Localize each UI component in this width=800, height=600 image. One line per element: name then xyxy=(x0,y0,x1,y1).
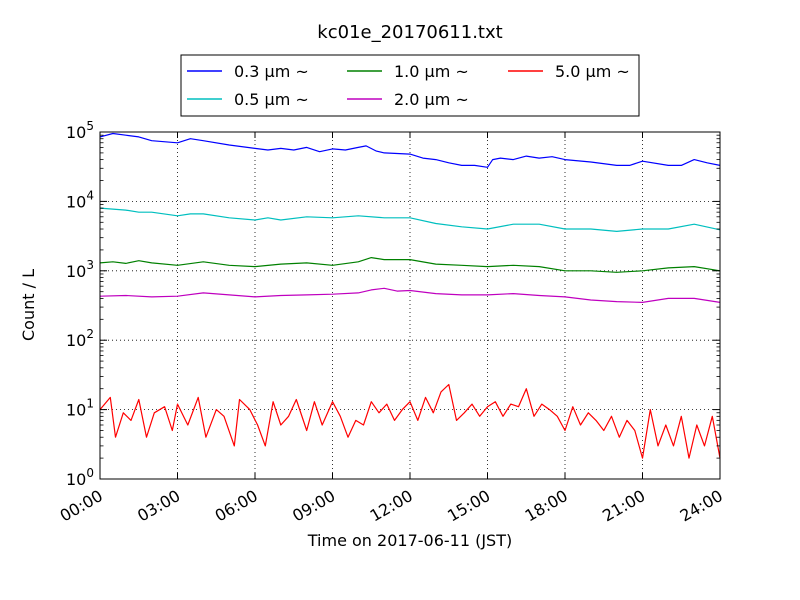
y-tick-base: 10 xyxy=(66,123,86,142)
y-tick-exponent: 0 xyxy=(86,466,94,480)
y-tick-label: 101 xyxy=(66,397,94,420)
axis-ticks xyxy=(99,131,721,480)
y-tick-base: 10 xyxy=(66,331,86,350)
y-tick-base: 10 xyxy=(66,262,86,281)
legend: 0.3 μm ~ 1.0 μm ~ 5.0 μm ~ 0.5 μm ~ 2.0 μm ~ xyxy=(180,54,640,117)
y-tick-exponent: 4 xyxy=(86,188,94,202)
y-tick-base: 10 xyxy=(66,470,86,489)
legend-label: 0.5 μm ~ xyxy=(234,90,309,109)
series-line-3 xyxy=(99,287,721,303)
grid-lines xyxy=(100,132,720,479)
y-tick-label: 104 xyxy=(66,188,94,211)
y-tick-label: 103 xyxy=(66,258,94,281)
y-tick-exponent: 3 xyxy=(86,258,94,272)
y-tick-exponent: 5 xyxy=(86,119,94,133)
y-tick-base: 10 xyxy=(66,192,86,211)
y-tick-base: 10 xyxy=(66,401,86,420)
y-axis-label: Count / L xyxy=(19,269,38,341)
y-tick-label: 100 xyxy=(66,466,94,489)
legend-label: 2.0 μm ~ xyxy=(394,90,469,109)
y-tick-label: 102 xyxy=(66,327,94,350)
x-axis-label: Time on 2017-06-11 (JST) xyxy=(307,531,512,550)
series-line-2 xyxy=(99,257,721,273)
legend-label: 0.3 μm ~ xyxy=(234,62,309,81)
y-tick-exponent: 2 xyxy=(86,327,94,341)
y-tick-label: 105 xyxy=(66,119,94,142)
legend-label: 1.0 μm ~ xyxy=(394,62,469,81)
series-line-0 xyxy=(99,132,721,168)
series-line-1 xyxy=(99,207,721,232)
legend-label: 5.0 μm ~ xyxy=(555,62,630,81)
y-tick-exponent: 1 xyxy=(86,397,94,411)
legend-box xyxy=(180,54,640,117)
series-layer xyxy=(99,132,721,459)
chart-title: kc01e_20170611.txt xyxy=(317,22,502,43)
series-line-4 xyxy=(99,383,721,459)
